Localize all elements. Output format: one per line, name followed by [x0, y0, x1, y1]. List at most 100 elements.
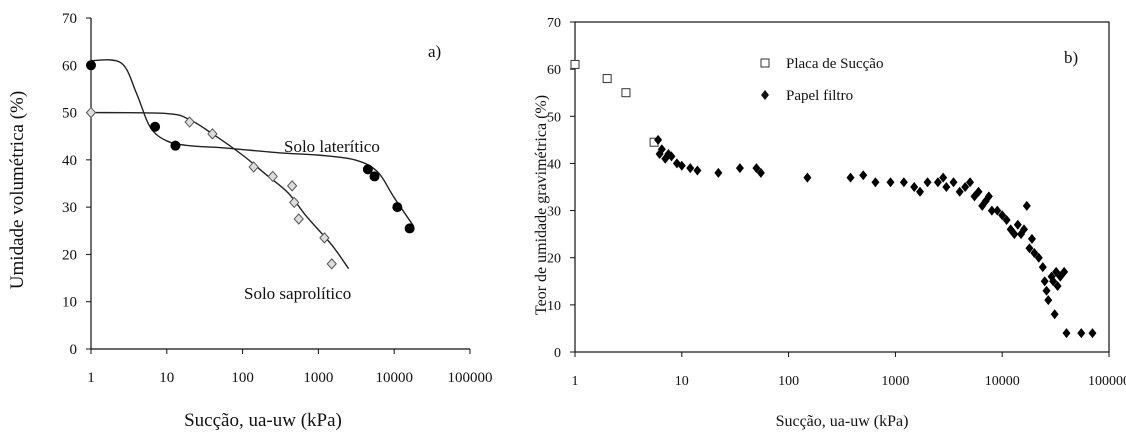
chart-a: 0 10 20 30 40 50 60 70 1 10 100 1000 10000 100000 a)…	[7, 11, 493, 431]
chart-b-point-filled-diamond	[939, 172, 948, 183]
chart-a-point-filled-circle	[170, 140, 181, 151]
chart-a-xlabel: Sucção, ua-uw (kPa)	[184, 410, 342, 431]
chart-b-point-filled-diamond	[677, 160, 686, 171]
chart-b-xtick-label: 10	[675, 374, 689, 389]
legend-label-placa: Placa de Sucção	[786, 56, 883, 72]
chart-b-point-filled-diamond	[654, 134, 663, 145]
chart-b-point-filled-diamond	[1053, 281, 1062, 291]
chart-b-ytick-label: 20	[547, 252, 561, 267]
chart-b-point-filled-diamond	[1050, 309, 1059, 320]
chart-b-point-filled-diamond	[949, 177, 958, 188]
chart-b-point-filled-diamond	[1042, 285, 1051, 296]
chart-a-point-open-diamond	[184, 116, 195, 128]
chart-b-point-filled-diamond	[933, 177, 942, 188]
chart-b-point-filled-diamond	[1077, 328, 1086, 339]
chart-a-fit-curve-1	[90, 111, 350, 270]
chart-b-point-filled-diamond	[955, 186, 964, 197]
chart-b-point-filled-diamond	[993, 205, 1002, 216]
chart-a-xtick-label: 1000	[303, 370, 333, 386]
chart-b-point-filled-diamond	[1049, 276, 1058, 287]
chart-b-point-filled-diamond	[1030, 248, 1039, 258]
chart-b-ytick-label: 60	[547, 63, 561, 78]
chart-b-legend: Placa de Sucção Papel filtro	[760, 56, 883, 104]
legend-marker-papel	[761, 90, 769, 100]
chart-a-point-open-diamond	[207, 128, 218, 140]
chart-b-point-filled-diamond	[961, 182, 970, 192]
chart-a-point-filled-circle	[392, 202, 403, 213]
chart-a-point-open-diamond	[248, 161, 259, 173]
chart-a-annotation-lateritico: Solo laterítico	[284, 137, 380, 156]
chart-a-panel-label: a)	[428, 42, 441, 61]
chart-a-point-open-diamond	[293, 213, 304, 225]
chart-b-point-filled-diamond	[1022, 200, 1031, 211]
chart-a-ytick-label: 20	[62, 247, 77, 263]
chart-b-point-filled-diamond	[667, 151, 676, 162]
chart-b-point-filled-diamond	[1044, 295, 1053, 306]
chart-b-ytick-label: 30	[547, 205, 561, 220]
chart-b-point-filled-diamond	[1060, 266, 1069, 277]
chart-b-point-filled-diamond	[1034, 252, 1043, 263]
chart-b-point-filled-diamond	[714, 167, 723, 178]
chart-b-xtick-label: 1	[572, 374, 579, 389]
chart-a-point-open-diamond	[289, 196, 300, 209]
chart-a-ytick-label: 70	[62, 11, 77, 27]
chart-b-point-filled-diamond	[693, 165, 702, 176]
chart-b-point-filled-diamond	[916, 186, 925, 197]
chart-b: 0 10 20 30 40 50 60 70 1 10 100 1000 10000 100000 b)…	[533, 16, 1126, 430]
chart-b-point-filled-diamond	[1062, 328, 1071, 339]
chart-a-point-open-diamond	[319, 232, 330, 244]
chart-b-point-filled-diamond	[1040, 276, 1049, 287]
chart-b-ytick-label: 10	[547, 299, 561, 314]
chart-b-ytick-label: 50	[547, 110, 561, 125]
chart-b-point-filled-diamond	[803, 172, 812, 183]
chart-b-point-filled-diamond	[1020, 224, 1028, 235]
chart-b-xtick-label: 1000	[881, 374, 909, 389]
chart-a-ytick-label: 50	[62, 106, 77, 122]
legend-marker-placa	[760, 58, 770, 68]
chart-a-xtick-label: 100000	[448, 370, 493, 386]
chart-b-point-open-square	[570, 59, 580, 69]
chart-b-point-filled-diamond	[1088, 328, 1097, 339]
chart-a-point-open-diamond	[85, 106, 97, 119]
chart-b-point-filled-diamond	[1025, 243, 1034, 254]
chart-b-point-filled-diamond	[998, 210, 1007, 221]
chart-b-point-filled-diamond	[871, 177, 880, 188]
chart-b-panel-label: b)	[1064, 48, 1078, 67]
chart-a-point-filled-circle	[150, 121, 161, 132]
chart-a-point-filled-circle	[404, 223, 415, 234]
chart-a-xtick-label: 1	[87, 370, 95, 386]
legend-label-papel: Papel filtro	[786, 88, 853, 104]
chart-b-point-filled-diamond	[657, 144, 666, 155]
chart-b-point-filled-diamond	[1013, 219, 1022, 230]
chart-b-xtick-label: 100	[778, 374, 799, 389]
chart-a-ytick-label: 10	[62, 295, 77, 311]
chart-b-point-filled-diamond	[899, 177, 908, 188]
chart-a-point-open-diamond	[326, 258, 337, 270]
chart-a-ytick-label: 0	[70, 342, 78, 358]
chart-b-point-filled-diamond	[846, 172, 855, 183]
chart-b-xlabel: Sucção, ua-uw (kPa)	[776, 413, 909, 430]
chart-a-annotation-saprolitico: Solo saprolítico	[244, 284, 351, 303]
chart-a-point-filled-circle	[369, 171, 380, 182]
chart-a-point-filled-circle	[362, 164, 373, 175]
chart-a-ytick-label: 30	[62, 200, 77, 216]
chart-b-point-filled-diamond	[752, 163, 761, 174]
chart-b-xtick-label: 10000	[985, 374, 1020, 389]
chart-b-point-filled-diamond	[1027, 233, 1036, 244]
chart-b-point-filled-diamond	[859, 170, 868, 181]
chart-b-point-filled-diamond	[966, 177, 975, 188]
chart-b-xtick-label: 100000	[1088, 374, 1126, 389]
chart-b-ytick-label: 0	[554, 346, 561, 361]
chart-b-plot-area	[574, 21, 1110, 353]
chart-a-ytick-label: 60	[62, 58, 77, 74]
chart-b-point-filled-diamond	[923, 177, 932, 188]
chart-a-xtick-label: 100	[231, 370, 254, 386]
chart-a-point-filled-circle	[86, 60, 96, 71]
chart-b-point-filled-diamond	[1017, 229, 1026, 240]
chart-b-point-open-square	[621, 88, 631, 98]
chart-b-point-filled-diamond	[1038, 262, 1047, 273]
chart-b-point-filled-diamond	[942, 182, 951, 192]
chart-b-point-filled-diamond	[984, 191, 993, 202]
chart-b-point-filled-diamond	[974, 186, 983, 197]
